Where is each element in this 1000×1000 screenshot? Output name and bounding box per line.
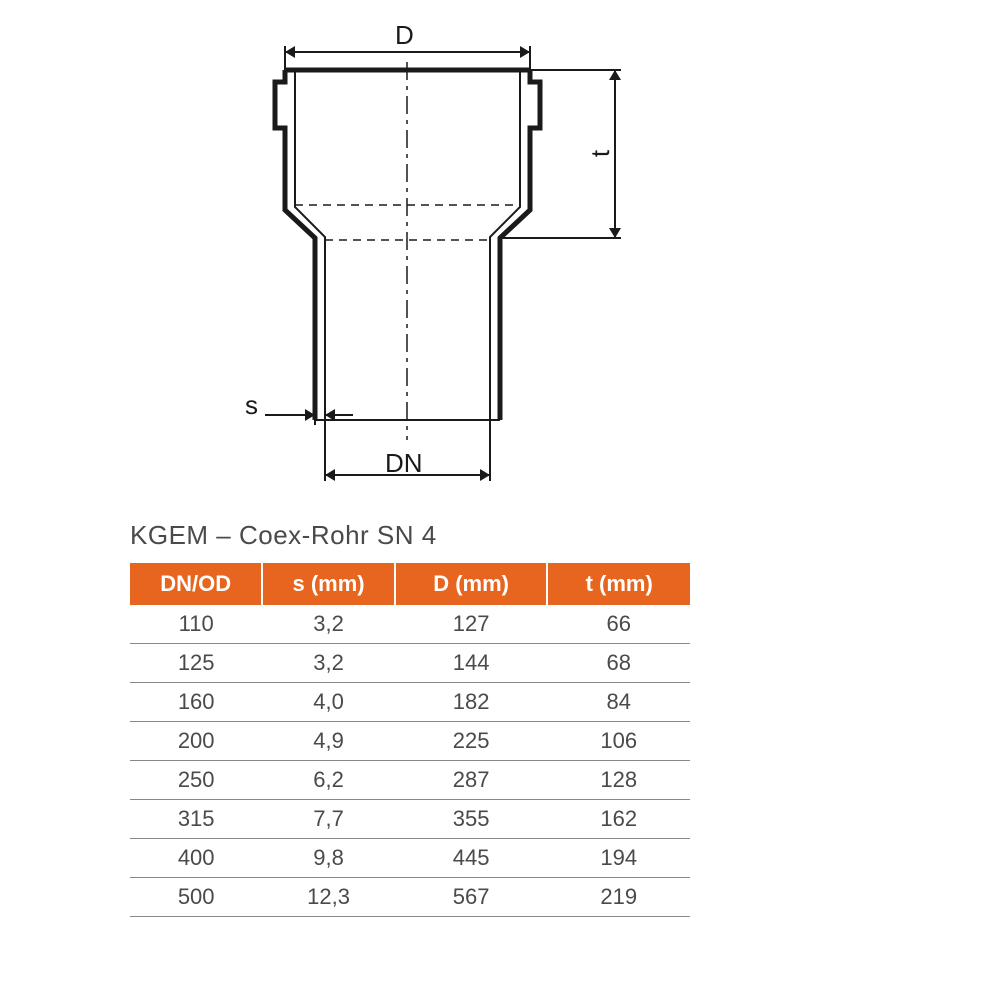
table-row: 3157,7355162 xyxy=(130,800,690,839)
table-cell: 6,2 xyxy=(262,761,394,800)
table-row: 1253,214468 xyxy=(130,644,690,683)
table-cell: 3,2 xyxy=(262,605,394,644)
table-cell: 445 xyxy=(395,839,548,878)
table-cell: 68 xyxy=(547,644,690,683)
table-row: 4009,8445194 xyxy=(130,839,690,878)
table-cell: 127 xyxy=(395,605,548,644)
table-cell: 7,7 xyxy=(262,800,394,839)
table-row: 1103,212766 xyxy=(130,605,690,644)
table-cell: 225 xyxy=(395,722,548,761)
table-row: 1604,018284 xyxy=(130,683,690,722)
table-row: 50012,3567219 xyxy=(130,878,690,917)
table-cell: 4,0 xyxy=(262,683,394,722)
table-cell: 400 xyxy=(130,839,262,878)
table-cell: 84 xyxy=(547,683,690,722)
table-title: KGEM – Coex-Rohr SN 4 xyxy=(130,520,830,551)
table-cell: 315 xyxy=(130,800,262,839)
label-s: s xyxy=(245,390,258,421)
col-header: D (mm) xyxy=(395,563,548,605)
table-cell: 3,2 xyxy=(262,644,394,683)
table-cell: 125 xyxy=(130,644,262,683)
table-cell: 110 xyxy=(130,605,262,644)
col-header: s (mm) xyxy=(262,563,394,605)
table-cell: 144 xyxy=(395,644,548,683)
table-cell: 567 xyxy=(395,878,548,917)
col-header: t (mm) xyxy=(547,563,690,605)
label-DN: DN xyxy=(385,448,423,479)
table-cell: 355 xyxy=(395,800,548,839)
table-body: 1103,2127661253,2144681604,0182842004,92… xyxy=(130,605,690,917)
table-cell: 287 xyxy=(395,761,548,800)
table-cell: 500 xyxy=(130,878,262,917)
table-cell: 219 xyxy=(547,878,690,917)
table-cell: 4,9 xyxy=(262,722,394,761)
table-row: 2004,9225106 xyxy=(130,722,690,761)
pipe-diagram: D t s DN xyxy=(160,20,710,500)
table-cell: 9,8 xyxy=(262,839,394,878)
table-cell: 162 xyxy=(547,800,690,839)
spec-table-area: KGEM – Coex-Rohr SN 4 DN/ODs (mm)D (mm)t… xyxy=(130,520,830,917)
table-cell: 200 xyxy=(130,722,262,761)
label-t: t xyxy=(585,150,616,157)
col-header: DN/OD xyxy=(130,563,262,605)
table-cell: 128 xyxy=(547,761,690,800)
table-cell: 12,3 xyxy=(262,878,394,917)
table-cell: 160 xyxy=(130,683,262,722)
table-cell: 106 xyxy=(547,722,690,761)
table-cell: 250 xyxy=(130,761,262,800)
label-D: D xyxy=(395,20,414,51)
spec-table: DN/ODs (mm)D (mm)t (mm) 1103,2127661253,… xyxy=(130,563,690,917)
table-row: 2506,2287128 xyxy=(130,761,690,800)
table-header-row: DN/ODs (mm)D (mm)t (mm) xyxy=(130,563,690,605)
table-cell: 182 xyxy=(395,683,548,722)
table-cell: 66 xyxy=(547,605,690,644)
pipe-svg xyxy=(160,20,710,500)
table-cell: 194 xyxy=(547,839,690,878)
